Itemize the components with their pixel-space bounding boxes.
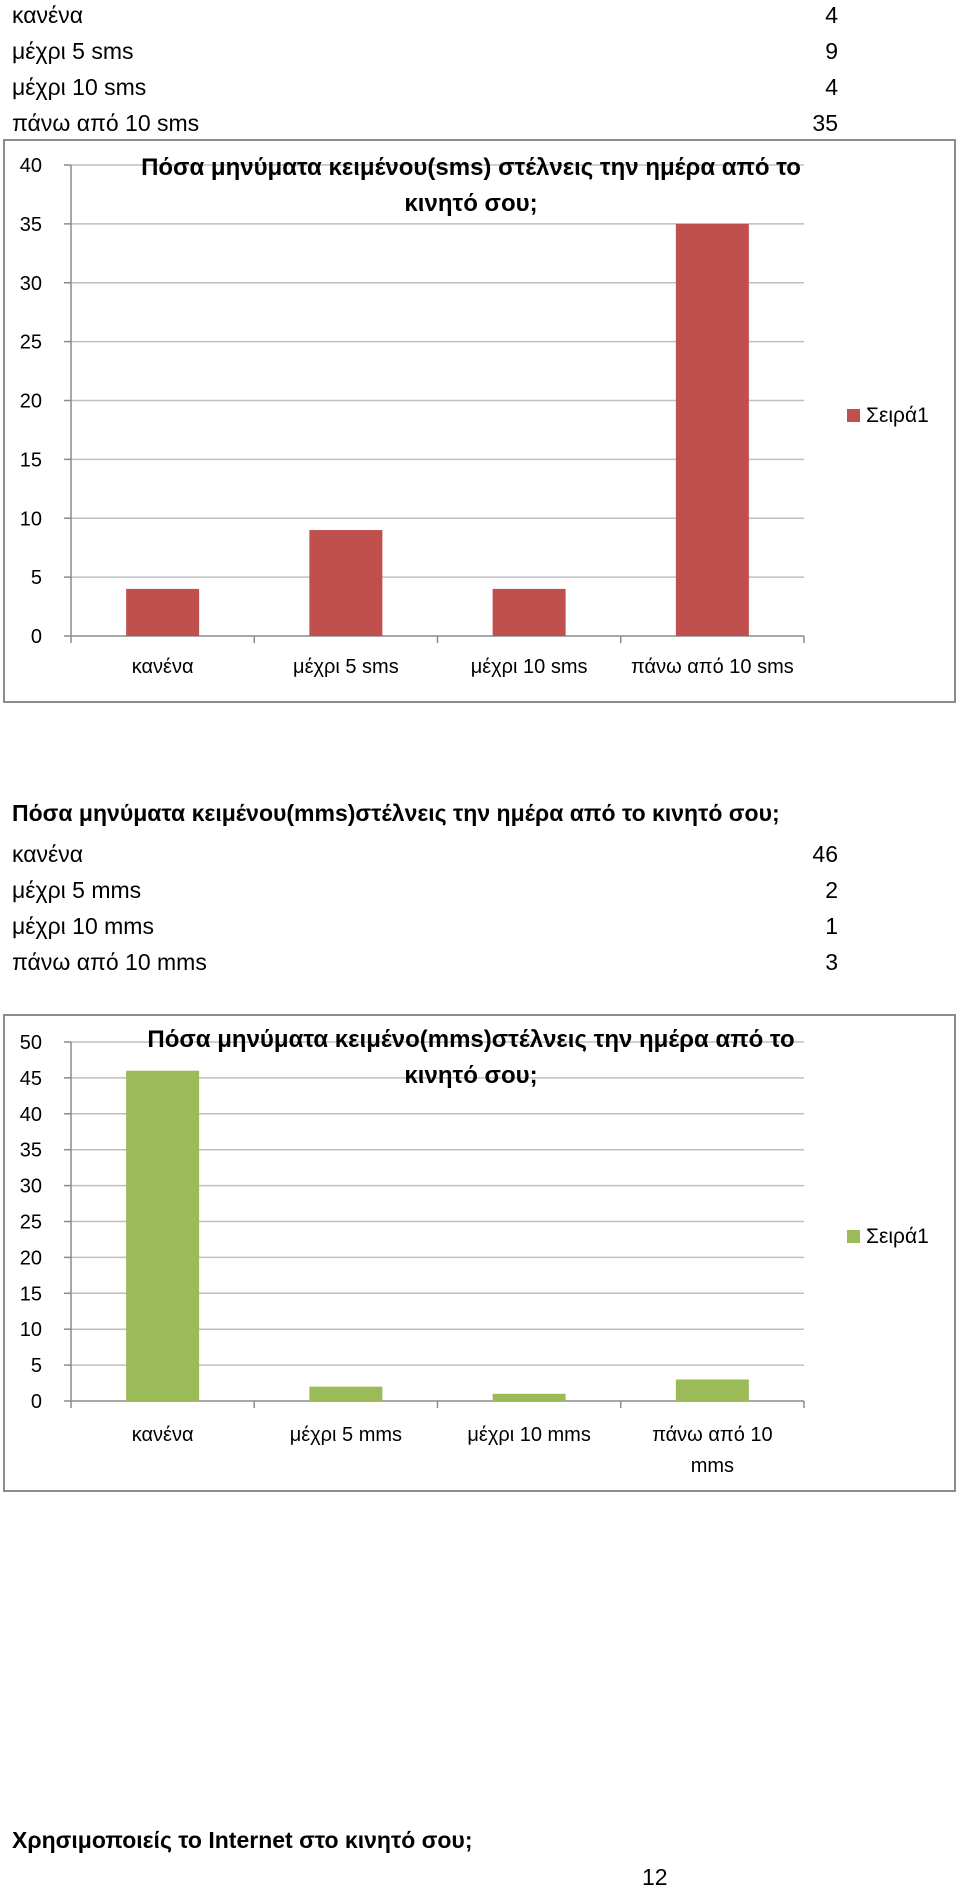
mms-row-label: μέχρι 10 mms: [12, 913, 154, 939]
y-tick-label: 40: [20, 1104, 42, 1126]
y-tick-label: 15: [20, 1283, 42, 1305]
mms-chart-frame: 0 5 10 15 20 25 30 35 40 45 50 κανένα μέχρι 5 mms μέχ…: [3, 1014, 956, 1492]
sms-row-value: 35: [812, 110, 838, 136]
mms-row: μέχρι 10 mms 1: [12, 908, 838, 944]
sms-row: μέχρι 5 sms 9: [12, 33, 838, 69]
x-category-label: κανένα: [132, 1424, 194, 1446]
mms-row-label: κανένα: [12, 841, 84, 867]
sms-row-value: 4: [825, 74, 838, 100]
sms-row: μέχρι 10 sms 4: [12, 69, 838, 105]
chart-title: Πόσα μηνύματα κειμένου(sms) στέλνεις την…: [141, 154, 801, 181]
y-tick-label: 0: [31, 626, 42, 648]
chart-title: κινητό σου;: [404, 1062, 537, 1089]
y-tick-label: 10: [20, 1319, 42, 1341]
mms-row-value: 2: [825, 877, 838, 903]
mms-row-label: πάνω από 10 mms: [12, 949, 207, 975]
x-category-label: κανένα: [132, 656, 194, 678]
legend-swatch: [847, 1230, 860, 1243]
mms-bar: [675, 1379, 749, 1401]
chart-title: κινητό σου;: [404, 190, 537, 217]
mms-row-value: 46: [812, 841, 838, 867]
sms-row-label: κανένα: [12, 2, 84, 28]
y-tick-label: 45: [20, 1068, 42, 1090]
y-tick-label: 15: [20, 449, 42, 471]
y-tick-label: 35: [20, 214, 42, 236]
mms-bar: [492, 1393, 566, 1401]
y-tick-label: 30: [20, 1176, 42, 1198]
x-category-label: μέχρι 10 mms: [467, 1424, 590, 1446]
mms-row-label: μέχρι 5 mms: [12, 877, 142, 903]
y-tick-label: 25: [20, 332, 42, 354]
x-category-label: μέχρι 5 sms: [293, 656, 399, 678]
x-category-label: πάνω από 10 sms: [631, 656, 794, 678]
y-tick-label: 10: [20, 508, 42, 530]
mms-bar: [126, 1070, 200, 1401]
sms-bar: [492, 588, 566, 636]
sms-bar: [309, 530, 383, 636]
y-tick-label: 20: [20, 391, 42, 413]
mms-bar-chart: 0 5 10 15 20 25 30 35 40 45 50 κανένα μέχρι 5 mms μέχ…: [20, 1026, 929, 1477]
mms-row-value: 3: [825, 949, 838, 975]
sms-row-label: πάνω από 10 sms: [12, 110, 200, 136]
y-tick-label: 50: [20, 1032, 42, 1054]
chart-title: Πόσα μηνύματα κειμένο(mms)στέλνεις την η…: [147, 1026, 794, 1053]
sms-bar: [126, 588, 200, 636]
x-category-label: πάνω από 10: [652, 1424, 773, 1446]
y-tick-label: 35: [20, 1140, 42, 1162]
mms-heading: Πόσα μηνύματα κειμένου(mms)στέλνεις την …: [12, 800, 780, 826]
sms-row-label: μέχρι 5 sms: [12, 38, 134, 64]
mms-row: πάνω από 10 mms 3: [12, 944, 838, 980]
sms-chart-frame: 0 5 10 15 20 25 30 35 40 κανένα μέχρι 5 sms μέχρι 1…: [3, 139, 956, 703]
mms-row: μέχρι 5 mms 2: [12, 872, 838, 908]
mms-row-value: 1: [825, 913, 838, 939]
legend-label: Σειρά1: [866, 1225, 929, 1248]
sms-row-value: 4: [825, 2, 838, 28]
y-tick-label: 0: [31, 1391, 42, 1413]
y-tick-label: 20: [20, 1247, 42, 1269]
sms-bar: [675, 223, 749, 636]
y-tick-label: 25: [20, 1212, 42, 1234]
x-category-label: mms: [691, 1455, 734, 1477]
mms-bar: [309, 1386, 383, 1401]
sms-row-value: 9: [825, 38, 838, 64]
internet-question: Χρησιμοποιείς το Internet στο κινητό σου…: [12, 1827, 473, 1853]
sms-row: πάνω από 10 sms 35: [12, 105, 838, 141]
sms-bar-chart: 0 5 10 15 20 25 30 35 40 κανένα μέχρι 5 sms μέχρι 1…: [20, 154, 929, 678]
x-category-label: μέχρι 10 sms: [471, 656, 588, 678]
y-tick-label: 5: [31, 567, 42, 589]
sms-row: κανένα 4: [12, 0, 838, 33]
legend-label: Σειρά1: [866, 404, 929, 427]
y-tick-label: 40: [20, 155, 42, 177]
y-tick-label: 5: [31, 1355, 42, 1377]
sms-row-label: μέχρι 10 sms: [12, 74, 147, 100]
mms-row: κανένα 46: [12, 836, 838, 872]
x-category-label: μέχρι 5 mms: [290, 1424, 402, 1446]
legend-swatch: [847, 409, 860, 422]
y-tick-label: 30: [20, 273, 42, 295]
page-number: 12: [642, 1864, 668, 1890]
